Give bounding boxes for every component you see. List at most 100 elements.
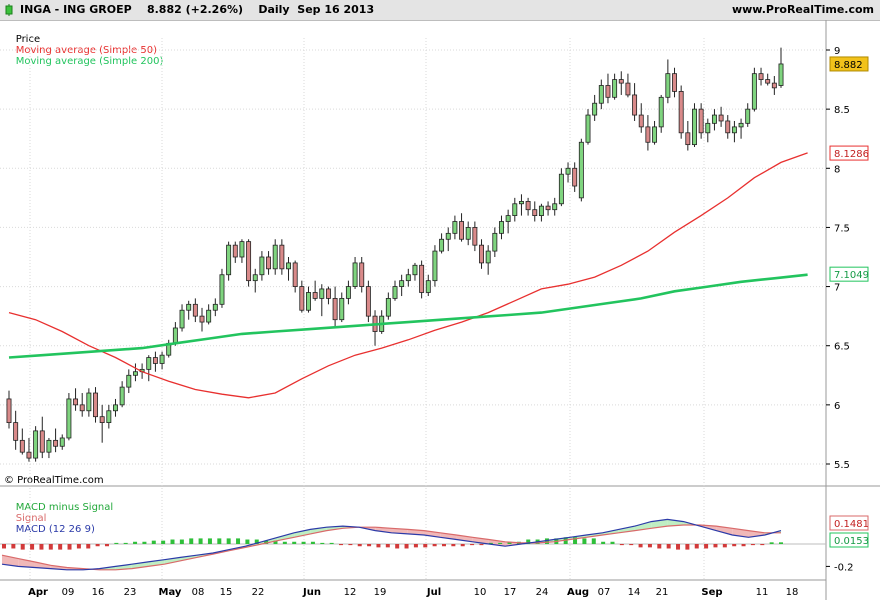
candle-up bbox=[518, 201, 524, 205]
date-tick-label: 08 bbox=[192, 587, 205, 598]
macd-signal-fill bbox=[18, 558, 35, 568]
candle-down bbox=[199, 315, 205, 323]
ma50-value-label-box bbox=[829, 145, 869, 161]
hist-bar-negative bbox=[732, 544, 737, 547]
candle-up bbox=[465, 227, 471, 240]
hist-bar-positive bbox=[133, 541, 138, 544]
candle-down bbox=[419, 264, 425, 293]
candle-down bbox=[279, 244, 285, 270]
candle-up bbox=[33, 430, 39, 459]
candle-up bbox=[778, 63, 784, 86]
candle-up bbox=[598, 85, 604, 104]
macd-signal-fill bbox=[472, 537, 489, 544]
hist-bar-negative bbox=[676, 544, 681, 550]
candle-down bbox=[459, 221, 465, 240]
date-tick-label: 12 bbox=[344, 587, 357, 598]
macd-signal-fill bbox=[456, 535, 473, 542]
candle-up bbox=[745, 108, 751, 124]
candle-down bbox=[698, 108, 704, 134]
candle-up bbox=[439, 238, 445, 252]
candle-down bbox=[19, 439, 25, 453]
macd-signal-fill bbox=[294, 529, 311, 538]
hist-bar-positive bbox=[507, 541, 512, 544]
candle-up bbox=[738, 122, 744, 128]
hist-bar-negative bbox=[694, 544, 699, 549]
hist-bar-negative bbox=[704, 544, 709, 549]
header-bar: INGA - ING GROEP 8.882 (+2.26%) Daily Se… bbox=[0, 0, 880, 21]
signal-line bbox=[1, 524, 781, 571]
macd-line bbox=[1, 518, 782, 571]
hist-bar-positive bbox=[264, 540, 269, 544]
hist-bar-negative bbox=[357, 544, 362, 547]
date-tick-label: 14 bbox=[628, 587, 641, 598]
hist-bar-negative bbox=[619, 544, 624, 546]
site-link[interactable]: www.ProRealTime.com bbox=[731, 3, 874, 16]
candle-up bbox=[412, 264, 418, 276]
macd-signal-label: Signal bbox=[15, 513, 47, 524]
date-tick-label: 23 bbox=[124, 587, 137, 598]
hist-value-label-box bbox=[829, 532, 869, 548]
price-tick-label: 6 bbox=[834, 401, 840, 412]
candle-down bbox=[765, 79, 771, 84]
last-price-label: 8.882 bbox=[834, 60, 863, 71]
macd-label: MACD (12 26 9) bbox=[15, 524, 95, 535]
hist-bar-negative bbox=[479, 544, 484, 546]
candle-up bbox=[146, 357, 152, 370]
candle-up bbox=[212, 303, 218, 311]
price-tick-label: 6.5 bbox=[834, 342, 850, 353]
candle-up bbox=[585, 114, 591, 143]
candle-up bbox=[286, 262, 291, 270]
date-tick-label: 15 bbox=[220, 587, 233, 598]
hist-bar-positive bbox=[601, 541, 606, 544]
candle-up bbox=[731, 126, 737, 134]
candle-up bbox=[512, 203, 518, 216]
candle-up bbox=[159, 354, 165, 364]
candle-up bbox=[592, 102, 598, 116]
hist-bar-negative bbox=[647, 544, 652, 548]
candle-up bbox=[751, 73, 757, 110]
candle-down bbox=[53, 439, 59, 447]
candle-down bbox=[13, 422, 19, 441]
hist-bar-negative bbox=[104, 544, 109, 547]
candle-down bbox=[605, 85, 611, 98]
candle-down bbox=[152, 357, 158, 364]
hist-bar-negative bbox=[58, 544, 63, 550]
hist-bar-positive bbox=[301, 541, 306, 544]
hist-bar-negative bbox=[638, 544, 643, 548]
hist-bar-negative bbox=[432, 544, 437, 547]
macd-value-label: 0.1481 bbox=[834, 519, 869, 530]
candle-up bbox=[113, 404, 118, 412]
candle-up bbox=[538, 205, 544, 217]
candle-down bbox=[472, 227, 478, 246]
hist-bar-negative bbox=[741, 544, 746, 547]
candle-down bbox=[638, 114, 644, 128]
candle-down bbox=[632, 94, 638, 116]
candle-up bbox=[172, 327, 178, 344]
date-tick-label: 09 bbox=[62, 587, 75, 598]
hist-bar-positive bbox=[226, 538, 231, 544]
candle-up bbox=[179, 309, 185, 329]
candle-down bbox=[545, 205, 551, 211]
hist-bar-positive bbox=[142, 541, 147, 544]
hist-bar-negative bbox=[760, 544, 765, 546]
hist-bar-positive bbox=[245, 539, 250, 544]
candle-down bbox=[572, 167, 578, 187]
ma50-value-label: 8.1286 bbox=[834, 149, 869, 160]
candle-up bbox=[452, 221, 458, 234]
macd-signal-fill bbox=[440, 532, 457, 540]
hist-bar-positive bbox=[170, 539, 175, 544]
macd-signal-fill bbox=[310, 527, 327, 534]
price-tick-label: 7.5 bbox=[834, 223, 850, 234]
hist-bar-negative bbox=[413, 544, 418, 548]
macd-tick-label: -0.2 bbox=[834, 562, 854, 573]
candle-down bbox=[99, 416, 105, 423]
candle-up bbox=[219, 274, 225, 305]
candle-down bbox=[332, 297, 338, 321]
candle-up bbox=[106, 410, 112, 423]
candle-down bbox=[365, 286, 371, 317]
hist-bar-positive bbox=[310, 541, 315, 544]
ma200-label: Moving average (Simple 200) bbox=[15, 56, 164, 67]
candle-down bbox=[312, 292, 318, 299]
hist-bar-negative bbox=[713, 544, 718, 548]
